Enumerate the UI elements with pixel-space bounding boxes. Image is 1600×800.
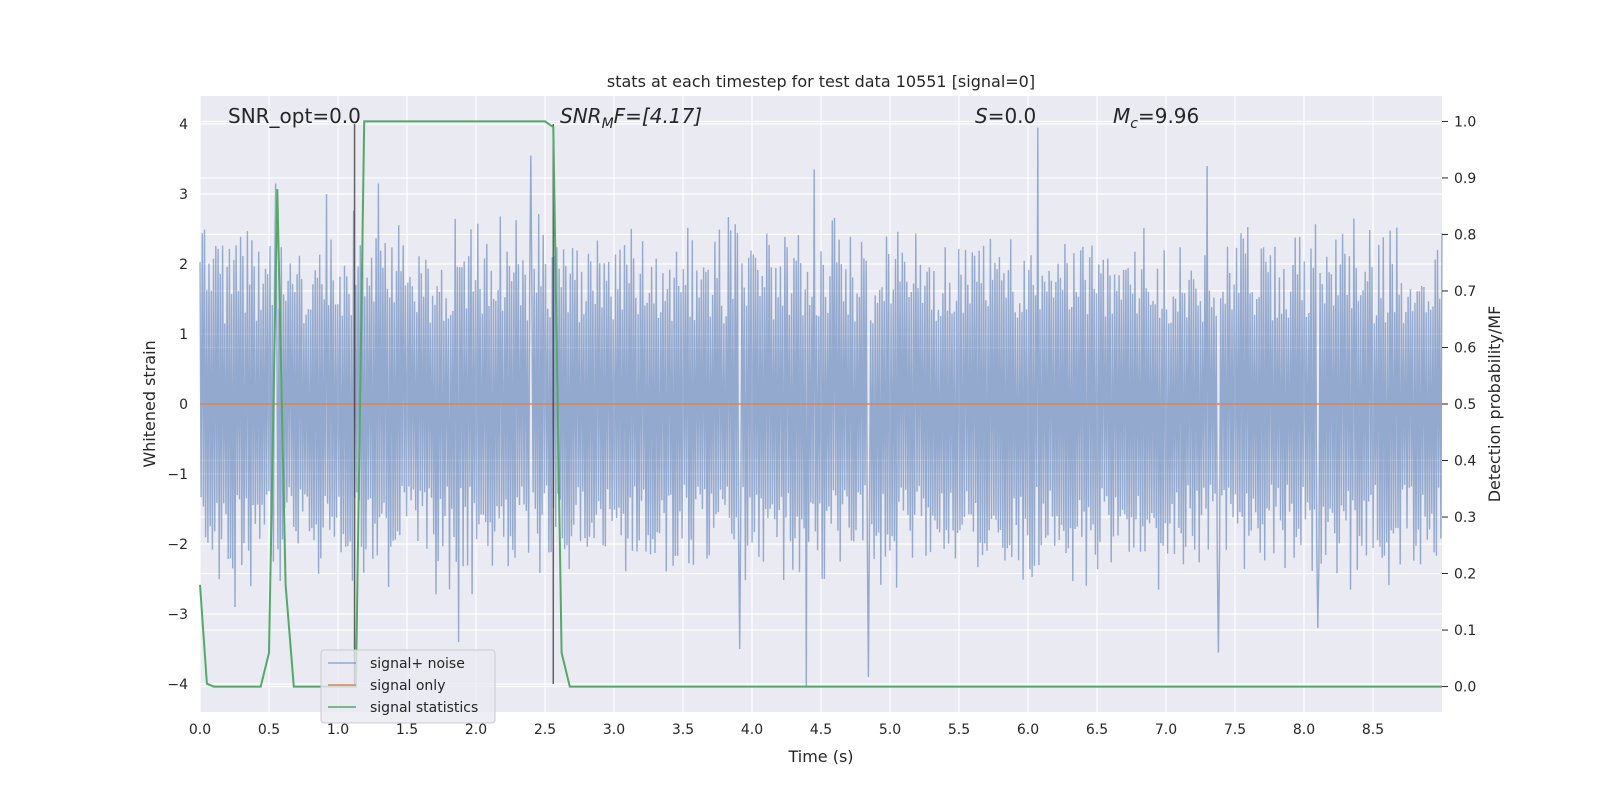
annotation-snr-mf: SNRMF=[4.17] [560,104,702,132]
x-tick-label: 3.0 [603,722,625,738]
x-tick-label: 4.0 [741,722,763,738]
y-tick-label-right: 0.3 [1454,510,1476,526]
x-tick-label: 6.0 [1017,722,1039,738]
y-tick-label-right: 0.6 [1454,340,1476,356]
y-tick-label-left: −2 [167,537,188,553]
x-axis-label: Time (s) [787,747,853,766]
x-tick-label: 7.0 [1155,722,1177,738]
annotation-s: S=0.0 [975,104,1036,128]
x-tick-label: 1.0 [327,722,349,738]
y-tick-label-right: 0.0 [1454,680,1476,696]
y-axis-label-right: Detection probability/MF [1485,306,1504,503]
legend: signal+ noise signal only signal statist… [320,649,496,724]
x-tick-label: 5.0 [879,722,901,738]
x-tick-label: 2.5 [534,722,556,738]
y-tick-label-left: −1 [167,467,188,483]
legend-frame [320,649,496,724]
annotation-mc: Mc=9.96 [1113,104,1199,132]
x-tick-label: 7.5 [1224,722,1246,738]
x-tick-label: 6.5 [1086,722,1108,738]
x-tick-label: 1.5 [396,722,418,738]
signal-noise-line [199,127,1443,688]
x-tick-label: 0.0 [189,722,211,738]
legend-label-signal-noise: signal+ noise [370,656,465,672]
y-tick-label-right: 0.7 [1454,284,1476,300]
x-tick-label: 0.5 [258,722,280,738]
signal-statistics-line [199,120,1442,688]
y-tick-label-left: 3 [179,187,188,203]
series-lines [199,120,1442,688]
y-tick-label-right: 0.5 [1454,397,1476,413]
y-tick-label-left: 2 [179,257,188,273]
x-tick-label: 2.0 [465,722,487,738]
x-tick-label: 3.5 [672,722,694,738]
y-tick-label-right: 0.9 [1454,171,1476,187]
y-tick-label-right: 0.1 [1454,623,1476,639]
y-axis-label-left: Whitened strain [140,340,159,467]
y-tick-label-right: 0.2 [1454,567,1476,583]
x-tick-label: 5.5 [948,722,970,738]
x-tick-label: 8.5 [1362,722,1384,738]
y-tick-label-right: 0.8 [1454,227,1476,243]
chart-title: stats at each timestep for test data 105… [607,72,1035,91]
y-tick-label-left: −3 [167,607,188,623]
x-tick-label: 4.5 [810,722,832,738]
legend-label-signal-statistics: signal statistics [370,700,478,716]
y-tick-label-left: −4 [167,677,188,693]
x-tick-label: 8.0 [1293,722,1315,738]
annotation-snr-opt: SNR_opt=0.0 [228,104,361,128]
y-tick-label-left: 4 [179,117,188,133]
ticks: 0.0 0.5 1.0 1.5 2.0 2.5 3.0 3.5 4.0 4.5 5.0 5.5 6.0 6… [167,114,1476,738]
y-tick-label-left: 0 [179,397,188,413]
y-tick-label-right: 1.0 [1454,114,1476,130]
y-tick-label-left: 1 [179,327,188,343]
legend-label-signal-only: signal only [370,678,445,694]
series-signal-noise [199,127,1443,688]
y-tick-label-right: 0.4 [1454,454,1476,470]
